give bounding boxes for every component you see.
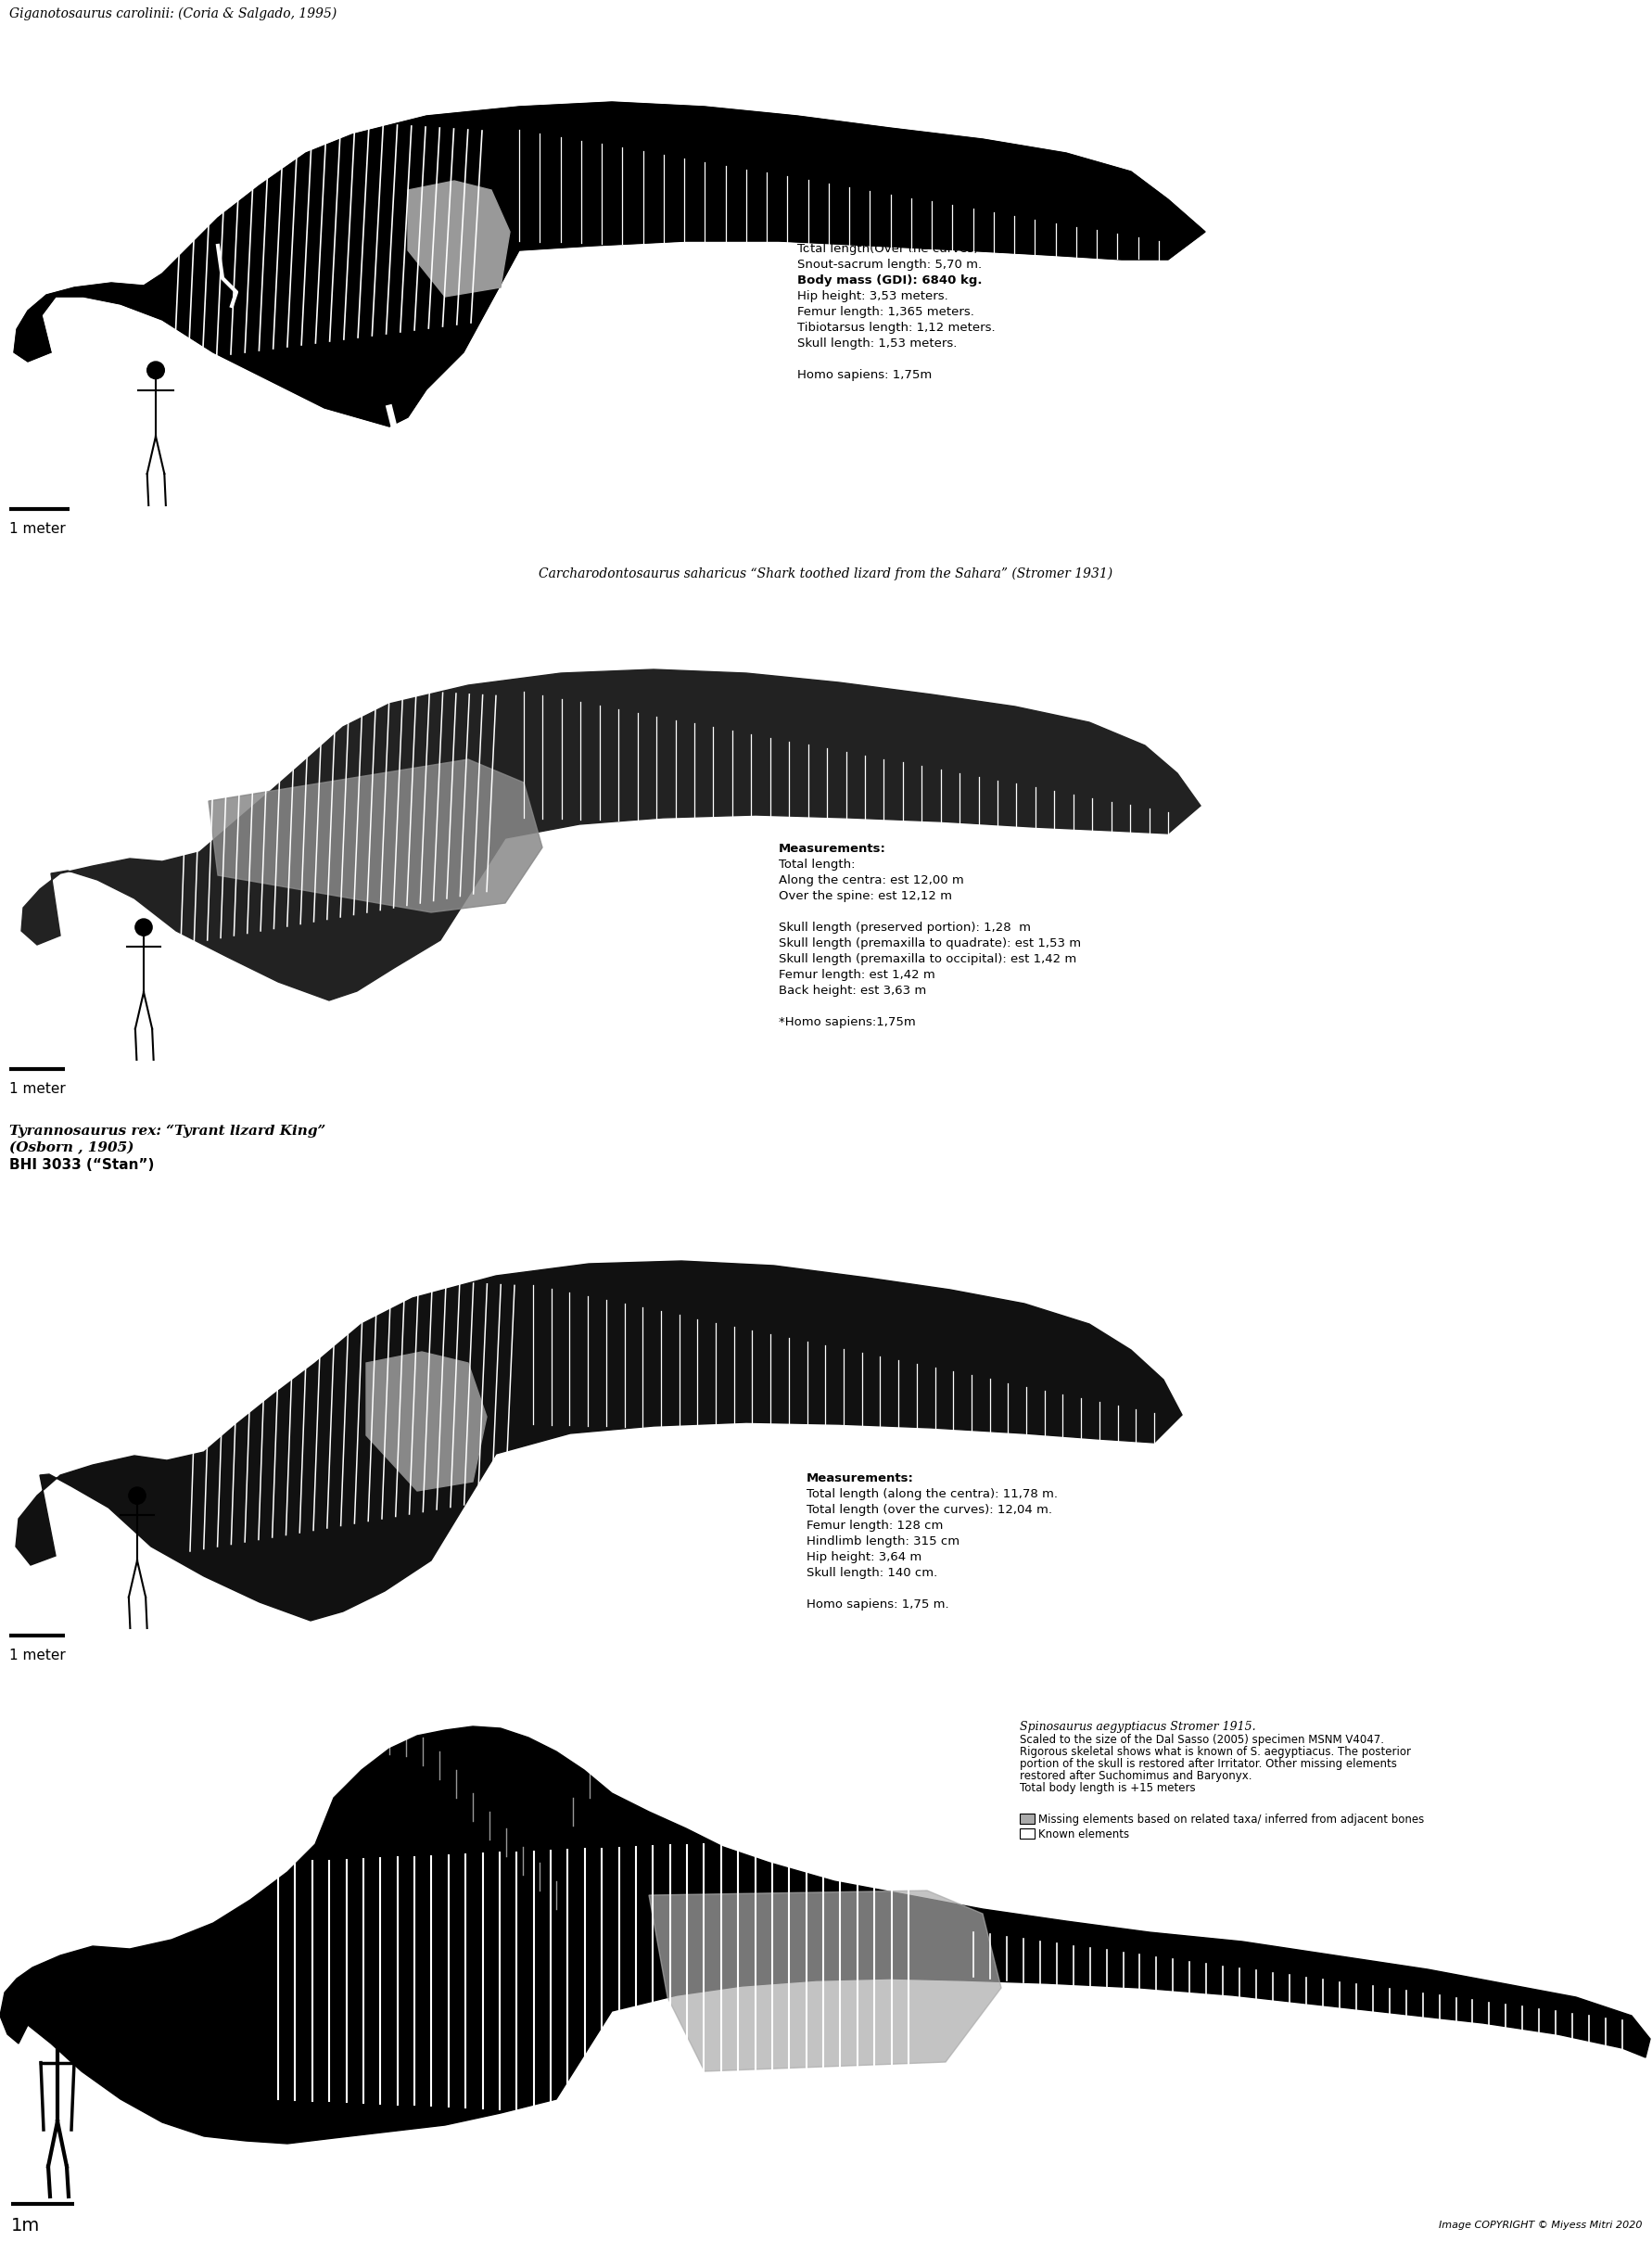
Text: Total length:: Total length: bbox=[778, 858, 856, 870]
Text: Along the centra: est 12,00 m: Along the centra: est 12,00 m bbox=[778, 874, 963, 887]
Text: Total length (along the centra): 11,78 m.: Total length (along the centra): 11,78 m… bbox=[806, 1488, 1057, 1499]
Text: Skull length: 140 cm.: Skull length: 140 cm. bbox=[806, 1566, 937, 1580]
Text: 1 meter: 1 meter bbox=[10, 1082, 66, 1096]
Text: Carcharodontosaurus saharicus “Shark toothed lizard from the Sahara” (Stromer 19: Carcharodontosaurus saharicus “Shark too… bbox=[539, 567, 1113, 580]
Circle shape bbox=[147, 361, 164, 379]
Polygon shape bbox=[13, 103, 1206, 426]
Text: Measurements:: Measurements: bbox=[798, 211, 905, 224]
Text: Total length(Over the curves) 12,45 meters.: Total length(Over the curves) 12,45 mete… bbox=[798, 242, 1069, 255]
Text: Scaled to the size of the Dal Sasso (2005) specimen MSNM V4047.: Scaled to the size of the Dal Sasso (200… bbox=[1019, 1735, 1384, 1746]
Text: Back height: est 3,63 m: Back height: est 3,63 m bbox=[778, 984, 927, 997]
Text: Femur length: est 1,42 m: Femur length: est 1,42 m bbox=[778, 968, 935, 982]
Text: Skull length (preserved portion): 1,28  m: Skull length (preserved portion): 1,28 m bbox=[778, 921, 1031, 934]
Text: Missing elements based on related taxa/ inferred from adjacent bones: Missing elements based on related taxa/ … bbox=[1039, 1813, 1424, 1826]
Text: Homo sapiens: 1,75m: Homo sapiens: 1,75m bbox=[798, 370, 932, 381]
Text: Skull length (premaxilla to quadrate): est 1,53 m: Skull length (premaxilla to quadrate): e… bbox=[778, 937, 1080, 950]
Text: Giganotosaurus carolinii: (Coria & Salgado, 1995): Giganotosaurus carolinii: (Coria & Salga… bbox=[10, 7, 337, 20]
Text: Skull length (premaxilla to occipital): est 1,42 m: Skull length (premaxilla to occipital): … bbox=[778, 952, 1077, 966]
Text: Skull length: 1,53 meters.: Skull length: 1,53 meters. bbox=[798, 338, 957, 350]
Polygon shape bbox=[21, 670, 1201, 999]
Text: Homo sapiens: 1,75 m.: Homo sapiens: 1,75 m. bbox=[806, 1598, 948, 1611]
Text: Spinosaurus aegyptiacus Stromer 1915.: Spinosaurus aegyptiacus Stromer 1915. bbox=[1019, 1721, 1256, 1732]
Circle shape bbox=[135, 919, 152, 937]
Circle shape bbox=[129, 1488, 145, 1504]
Text: Femur length: 128 cm: Femur length: 128 cm bbox=[806, 1519, 943, 1531]
Bar bbox=[1019, 1829, 1034, 1838]
Text: restored after Suchomimus and Baryonyx.: restored after Suchomimus and Baryonyx. bbox=[1019, 1770, 1252, 1782]
Polygon shape bbox=[0, 1726, 1650, 2145]
Text: Snout-sacrum length: 5,70 m.: Snout-sacrum length: 5,70 m. bbox=[798, 258, 981, 271]
Text: Tyrannosaurus rex: “Tyrant lizard King”: Tyrannosaurus rex: “Tyrant lizard King” bbox=[10, 1125, 325, 1138]
Text: Total body length is +15 meters: Total body length is +15 meters bbox=[1019, 1782, 1196, 1795]
Text: Hindlimb length: 315 cm: Hindlimb length: 315 cm bbox=[806, 1535, 960, 1549]
Text: Known elements: Known elements bbox=[1039, 1829, 1130, 1840]
Text: Measurements:: Measurements: bbox=[806, 1472, 914, 1484]
Polygon shape bbox=[367, 1351, 487, 1490]
Text: Tibiotarsus length: 1,12 meters.: Tibiotarsus length: 1,12 meters. bbox=[798, 323, 995, 334]
Text: Total length (over the curves): 12,04 m.: Total length (over the curves): 12,04 m. bbox=[806, 1504, 1052, 1515]
Text: Measurements:: Measurements: bbox=[778, 843, 885, 854]
Text: 1 meter: 1 meter bbox=[10, 522, 66, 536]
Polygon shape bbox=[408, 182, 510, 296]
Circle shape bbox=[45, 2017, 71, 2042]
Text: Total length(Along the centra)12,25 meters.: Total length(Along the centra)12,25 mete… bbox=[798, 226, 1104, 240]
Text: 1 meter: 1 meter bbox=[10, 1649, 66, 1663]
Polygon shape bbox=[649, 1891, 1001, 2071]
Text: Body mass (GDI): 6840 kg.: Body mass (GDI): 6840 kg. bbox=[798, 273, 983, 287]
Text: Hip height: 3,53 meters.: Hip height: 3,53 meters. bbox=[798, 289, 948, 303]
Text: *Homo sapiens:1,75m: *Homo sapiens:1,75m bbox=[778, 1015, 915, 1029]
Text: portion of the skull is restored after Irritator. Other missing elements: portion of the skull is restored after I… bbox=[1019, 1757, 1398, 1770]
Polygon shape bbox=[208, 760, 542, 912]
Bar bbox=[1019, 1813, 1034, 1824]
Text: (Osborn , 1905): (Osborn , 1905) bbox=[10, 1141, 134, 1154]
Text: Femur length: 1,365 meters.: Femur length: 1,365 meters. bbox=[798, 307, 975, 318]
Text: Rigorous skeletal shows what is known of S. aegyptiacus. The posterior: Rigorous skeletal shows what is known of… bbox=[1019, 1746, 1411, 1757]
Text: BHI 3033 (“Stan”): BHI 3033 (“Stan”) bbox=[10, 1159, 154, 1172]
Polygon shape bbox=[17, 1262, 1181, 1620]
Text: Over the spine: est 12,12 m: Over the spine: est 12,12 m bbox=[778, 890, 952, 903]
Text: Hip height: 3,64 m: Hip height: 3,64 m bbox=[806, 1551, 922, 1564]
Text: Image COPYRIGHT © Miyess Mitri 2020: Image COPYRIGHT © Miyess Mitri 2020 bbox=[1439, 2221, 1642, 2230]
Text: 1m: 1m bbox=[12, 2216, 40, 2234]
